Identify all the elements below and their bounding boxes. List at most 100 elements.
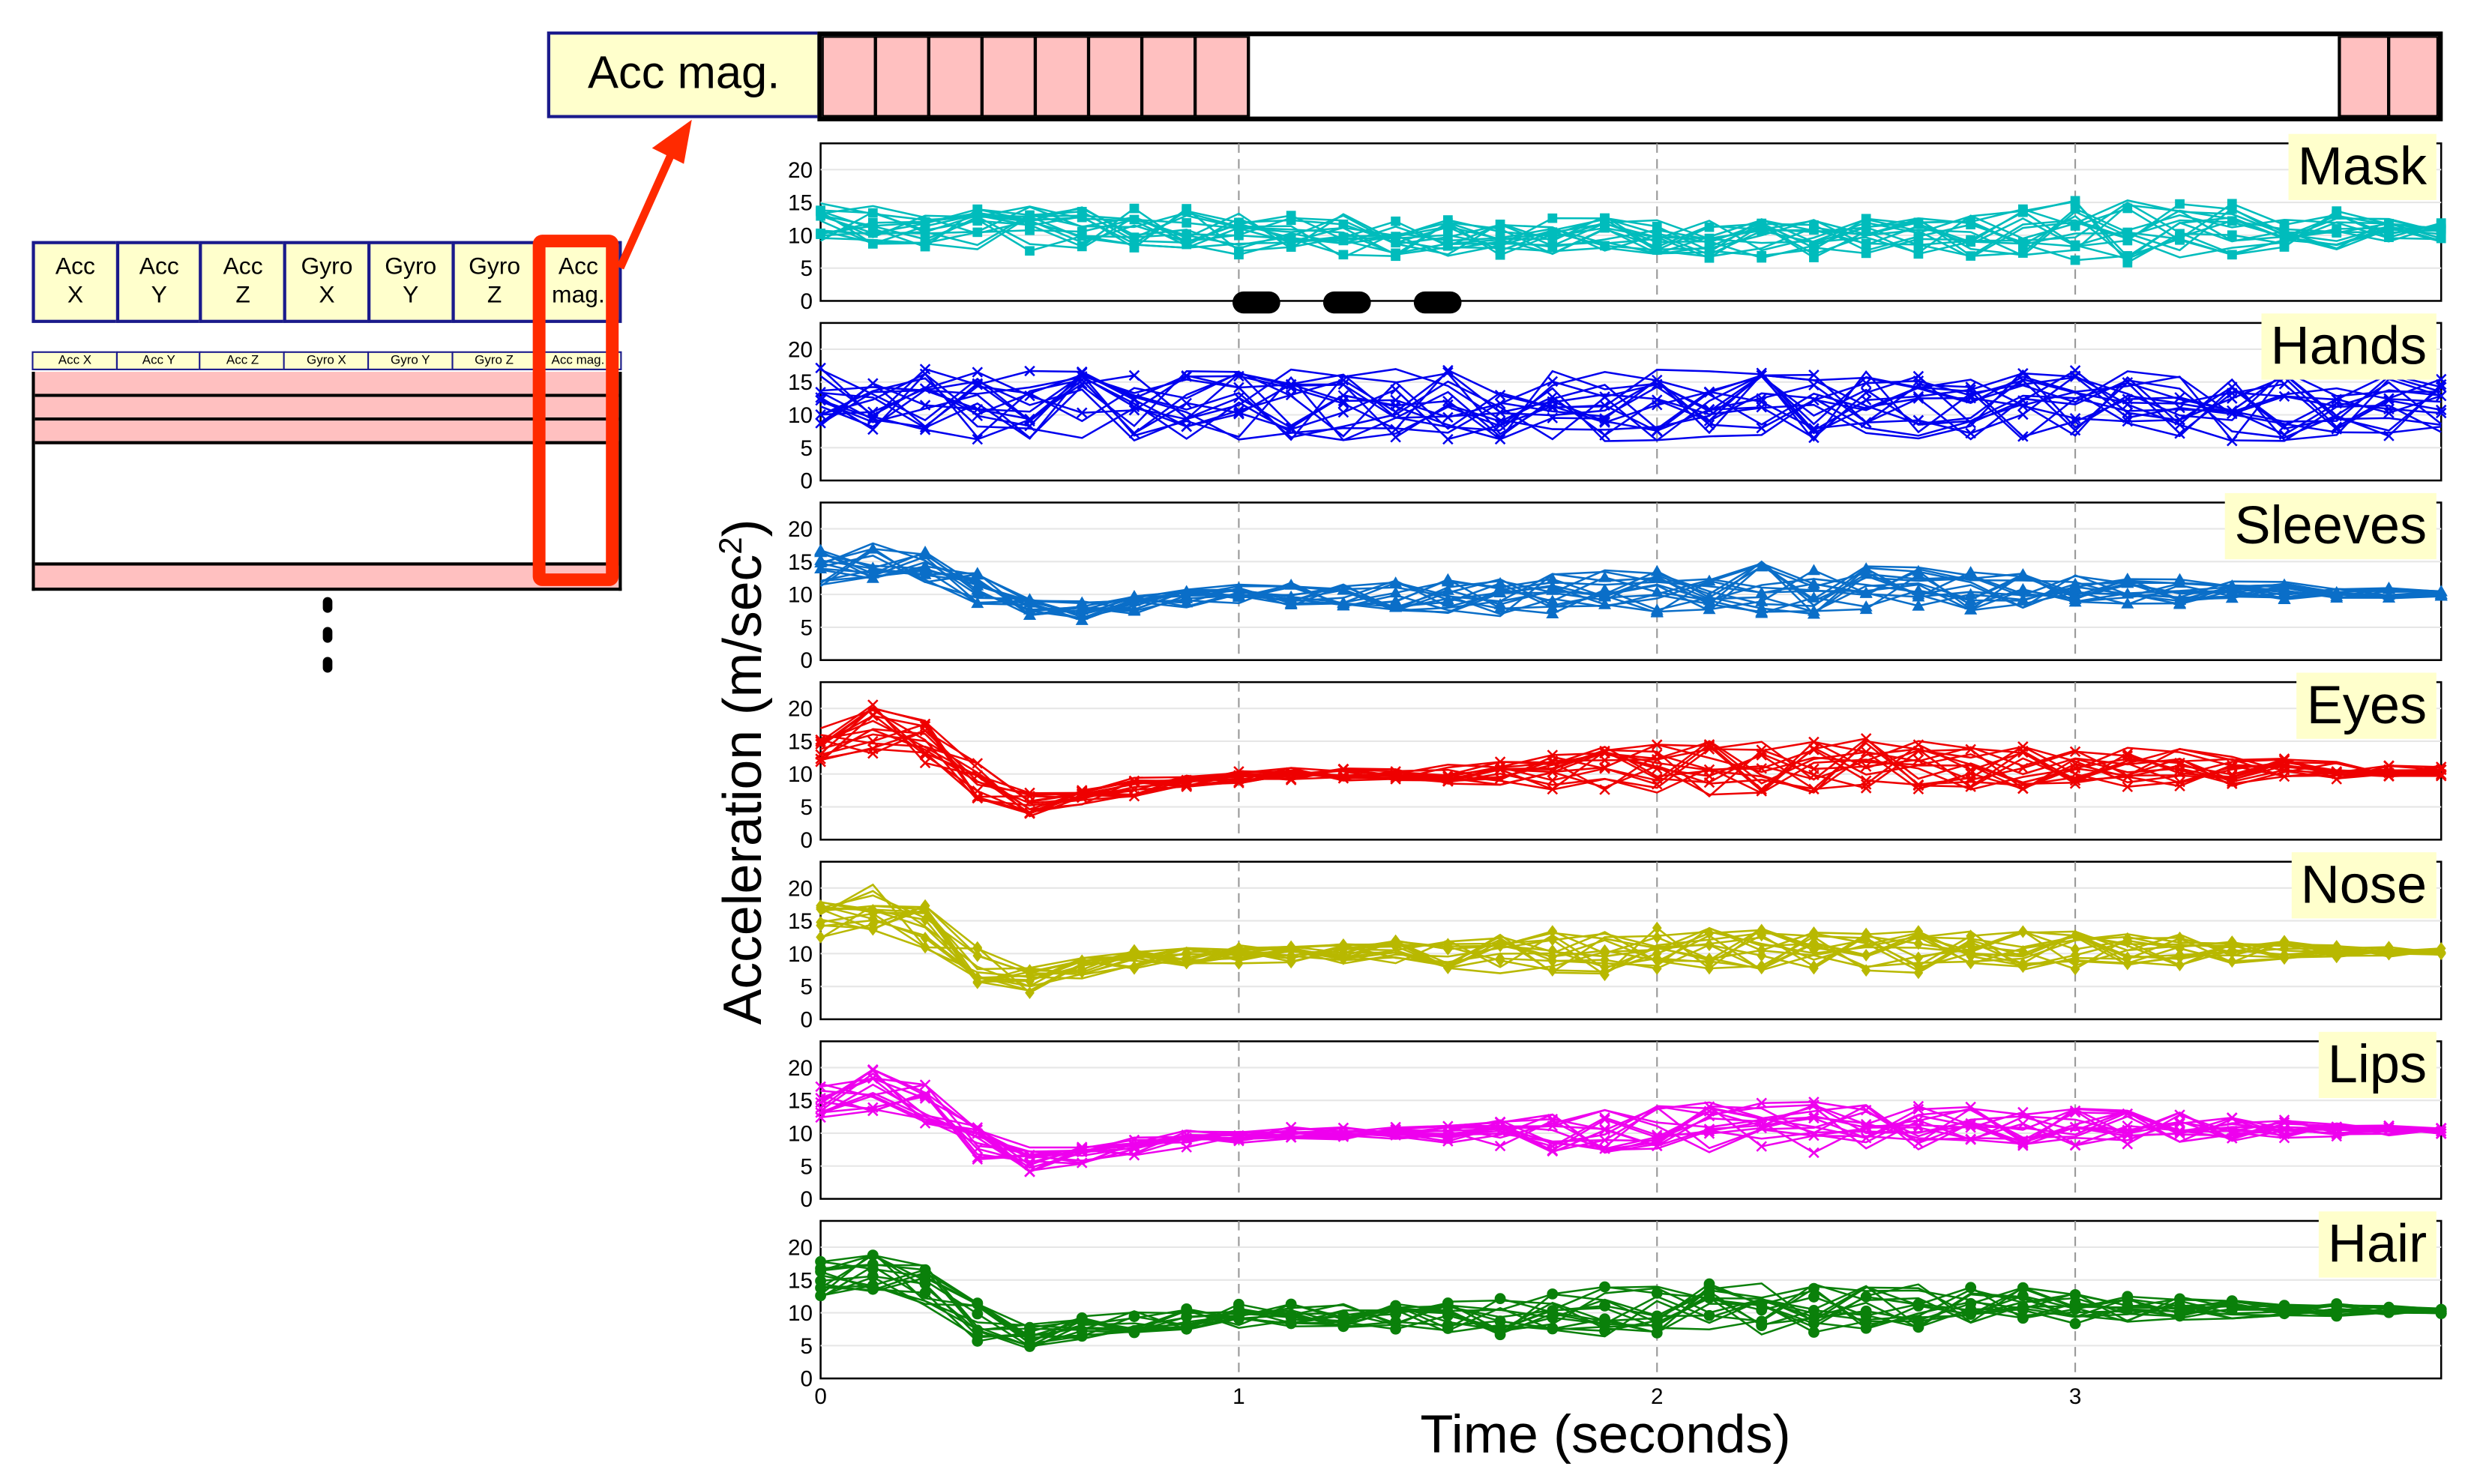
y-tick-label: 10 — [788, 224, 813, 249]
y-tick-label: 15 — [788, 550, 813, 575]
data-point — [2017, 1106, 2029, 1118]
series-line — [820, 202, 2442, 262]
y-tick-label: 10 — [788, 1122, 813, 1147]
data-point — [2331, 1130, 2343, 1142]
data-point — [1128, 1150, 1140, 1161]
data-point — [1965, 764, 1976, 776]
data-point — [2121, 597, 2134, 609]
y-tick-label: 5 — [800, 436, 813, 461]
data-point — [1809, 962, 1819, 975]
x-tick-label: 0 — [814, 1384, 827, 1409]
series-line — [819, 211, 2442, 259]
data-point — [1180, 585, 1194, 597]
data-point — [1494, 416, 1506, 427]
data-point — [1182, 204, 1192, 214]
data-point — [1808, 1327, 1820, 1338]
data-point — [1965, 1134, 1976, 1145]
data-point — [1599, 747, 1610, 759]
y-tick-label: 15 — [788, 370, 813, 395]
series-line — [820, 1263, 2442, 1348]
data-point — [1652, 754, 1663, 765]
data-point — [2122, 750, 2134, 761]
data-point — [1181, 1303, 1193, 1315]
data-point — [1650, 564, 1664, 576]
data-point — [1547, 964, 1558, 977]
y-tick-label: 20 — [788, 876, 813, 901]
data-point — [2017, 431, 2029, 442]
data-point — [2122, 227, 2133, 238]
data-point — [2227, 250, 2237, 260]
data-point — [2436, 220, 2446, 229]
data-point — [1442, 411, 1454, 423]
data-point — [2016, 570, 2029, 582]
data-point — [1233, 381, 1244, 393]
data-point — [1181, 779, 1192, 791]
data-point — [2017, 762, 2029, 774]
data-point — [1808, 743, 1820, 755]
series-label-hands: Hands — [2260, 313, 2437, 380]
data-point — [815, 749, 826, 760]
data-point — [1912, 390, 1924, 402]
data-point — [1652, 221, 1662, 232]
data-point — [2122, 412, 2134, 423]
x-axis-title: Time (seconds) — [1420, 1405, 1791, 1465]
data-point — [1284, 598, 1298, 610]
data-point — [1599, 1135, 1610, 1146]
data-point — [2278, 586, 2291, 597]
data-point — [919, 1091, 931, 1103]
header-gyro-y: Gyro Y — [367, 241, 454, 323]
data-point — [1025, 965, 1035, 979]
data-point — [1181, 420, 1192, 432]
data-point — [867, 221, 878, 232]
data-point — [1441, 573, 1454, 585]
x-tick-label: 1 — [1232, 1384, 1245, 1409]
data-point — [2173, 576, 2187, 588]
data-point — [2121, 576, 2134, 588]
data-point — [1494, 1315, 1506, 1327]
y-tick-label: 0 — [800, 828, 813, 853]
series-line — [820, 919, 2442, 992]
data-point — [2122, 1291, 2134, 1303]
series-line — [820, 368, 2442, 438]
data-point — [1651, 1288, 1663, 1299]
data-point — [1023, 603, 1036, 615]
data-point — [1285, 1318, 1297, 1330]
series-line — [820, 901, 2442, 992]
series-line — [820, 723, 2442, 799]
data-point — [1338, 939, 1349, 953]
data-point — [918, 546, 932, 558]
data-point — [972, 379, 984, 390]
data-point — [971, 586, 984, 598]
data-point — [867, 208, 878, 218]
data-point — [816, 901, 825, 914]
data-point — [1181, 781, 1192, 792]
data-point — [2122, 771, 2134, 782]
data-point — [815, 1097, 826, 1109]
data-point — [1337, 597, 1350, 609]
data-point — [1546, 573, 1559, 585]
data-point — [1493, 598, 1507, 609]
data-point — [1234, 250, 1244, 260]
y-tick-label: 5 — [800, 616, 813, 641]
acc-mag-bar — [817, 31, 2443, 121]
data-point — [2070, 204, 2080, 214]
data-point — [2330, 588, 2344, 600]
ellipsis-icon — [322, 597, 336, 687]
data-point — [815, 1263, 827, 1274]
data-point — [1442, 1135, 1454, 1147]
data-point — [1965, 1304, 1977, 1316]
data-point — [1912, 739, 1924, 750]
data-point — [2332, 210, 2342, 220]
data-point — [1547, 227, 1558, 238]
data-point — [1546, 594, 1559, 606]
data-point — [2070, 255, 2080, 265]
data-point — [2331, 393, 2343, 405]
data-point — [972, 227, 983, 238]
data-point — [2017, 746, 2029, 758]
data-point — [1912, 414, 1924, 426]
data-point — [1599, 1318, 1610, 1330]
data-point — [1442, 238, 1453, 249]
data-point — [2227, 230, 2237, 240]
data-point — [1128, 603, 1141, 615]
data-point — [2382, 588, 2395, 600]
